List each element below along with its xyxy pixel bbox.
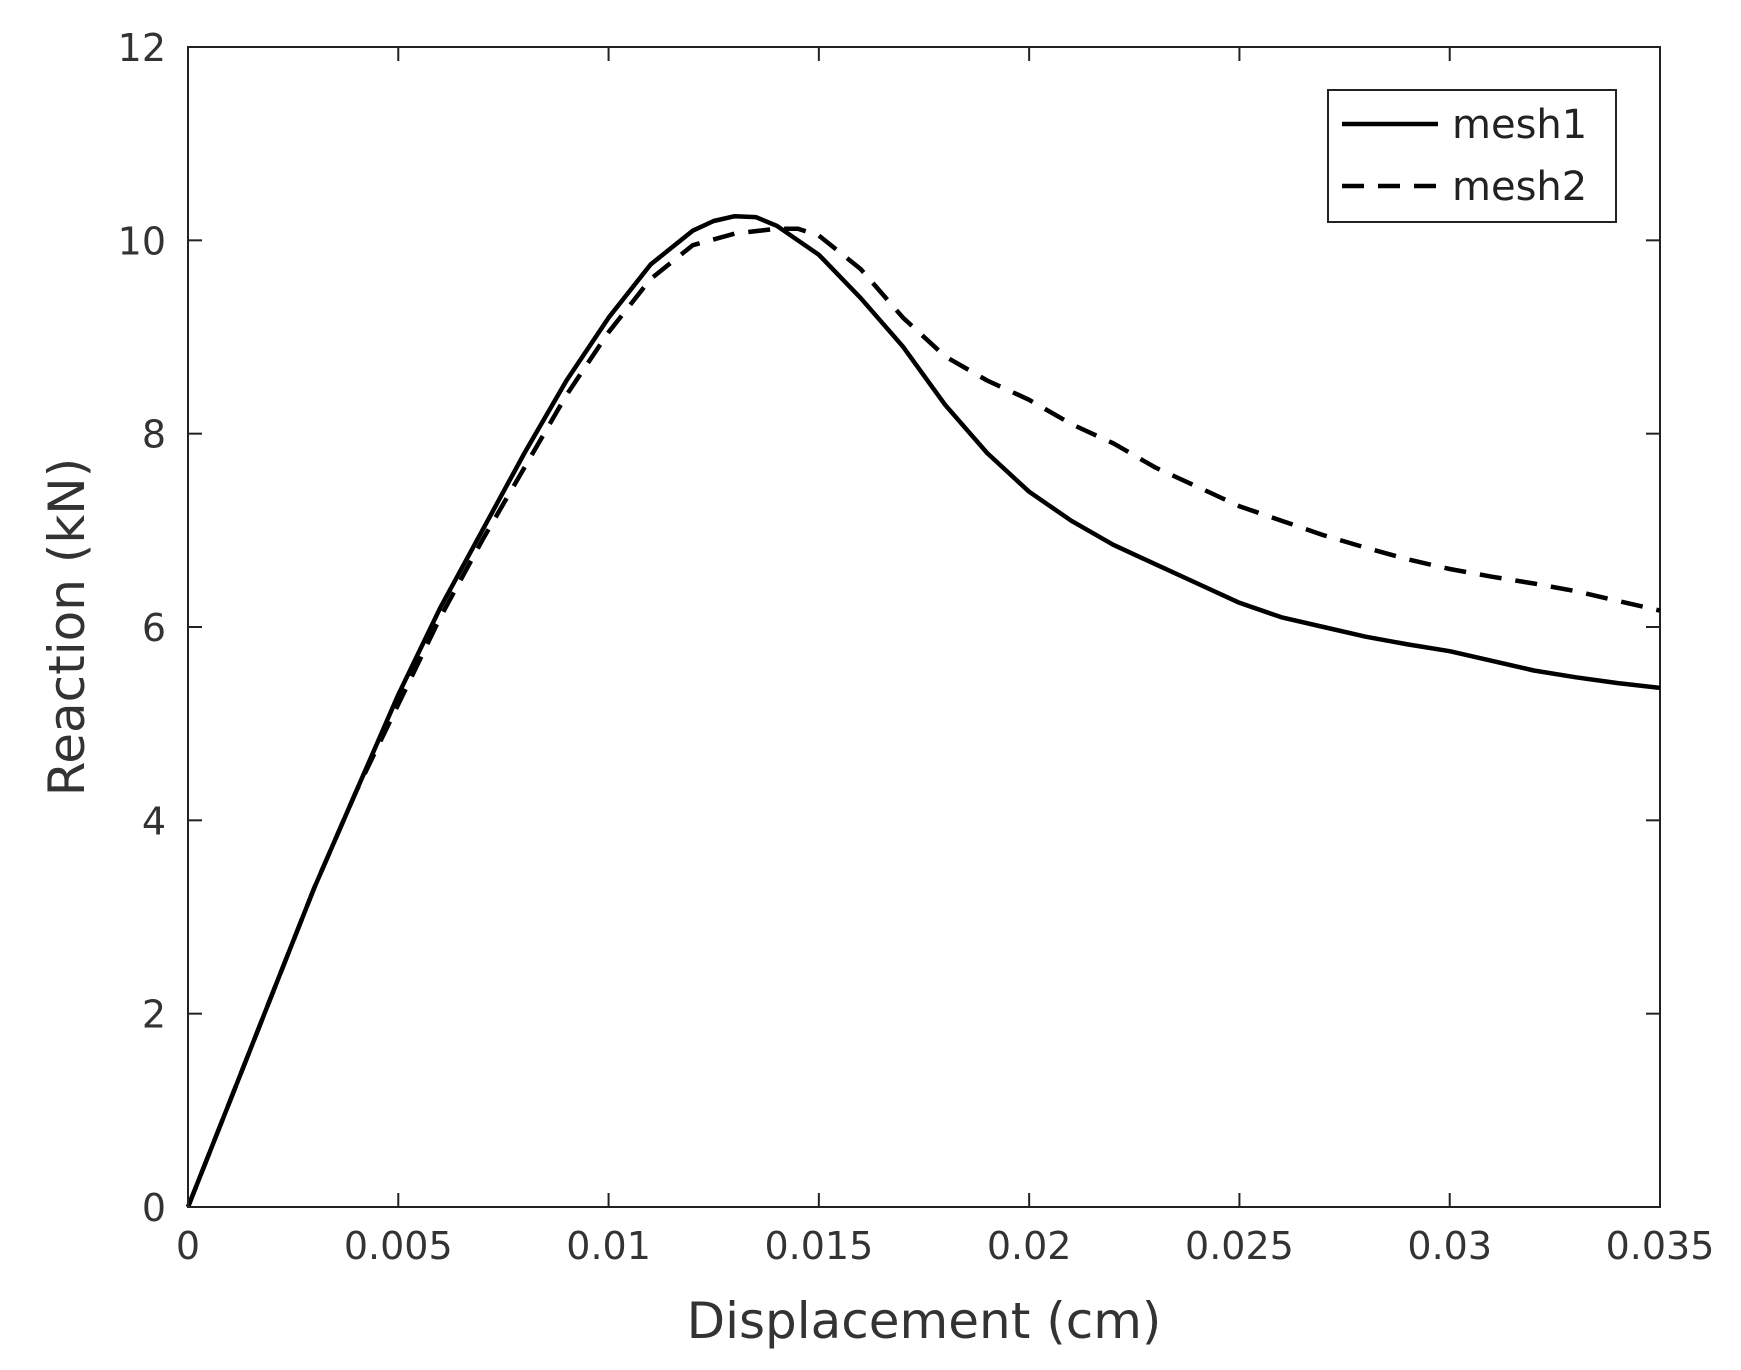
x-tick-label: 0 — [176, 1224, 200, 1268]
legend-box — [1327, 89, 1617, 223]
y-tick-label: 8 — [142, 413, 166, 457]
series-layer — [185, 213, 1661, 1208]
ticks-layer: 0 0.005 0.01 0.015 0.02 0.025 0.03 0.035 0 2 4 6 8 10… — [118, 26, 1715, 1268]
y-tick-label: 0 — [142, 1186, 166, 1230]
series-line-mesh1 — [185, 213, 1661, 1208]
x-tick-label: 0.02 — [987, 1224, 1072, 1268]
y-tick-label: 12 — [118, 26, 166, 70]
x-axis-title: Displacement (cm) — [687, 1292, 1162, 1350]
x-tick-label: 0.035 — [1606, 1224, 1715, 1268]
y-tick-label: 10 — [118, 219, 166, 263]
x-tick-label: 0.015 — [764, 1224, 873, 1268]
x-tick-label: 0.005 — [344, 1224, 453, 1268]
y-tick-label: 2 — [142, 993, 166, 1037]
x-tick-label: 0.01 — [566, 1224, 651, 1268]
legend-label-mesh2: mesh2 — [1452, 164, 1587, 210]
y-tick-label: 6 — [142, 606, 166, 650]
x-tick-label: 0.03 — [1407, 1224, 1492, 1268]
legend-label-mesh1: mesh1 — [1452, 102, 1587, 148]
x-tick-label: 0.025 — [1185, 1224, 1294, 1268]
legend: mesh1 mesh2 — [1327, 89, 1617, 223]
y-tick-label: 4 — [142, 799, 166, 843]
series-line-mesh2 — [185, 226, 1661, 1208]
y-axis-title: Reaction (kN) — [38, 458, 96, 796]
